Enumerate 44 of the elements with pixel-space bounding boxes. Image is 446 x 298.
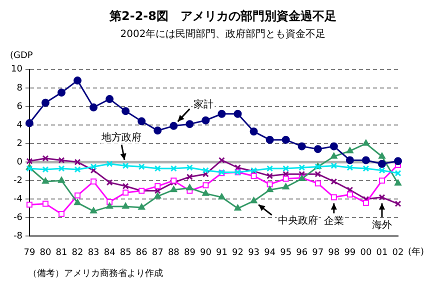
x-tick-label: 97 bbox=[312, 248, 324, 258]
x-tick-label: 81 bbox=[56, 248, 68, 258]
y-tick-label: -4 bbox=[13, 194, 23, 204]
y-tick-label: 8 bbox=[16, 83, 23, 94]
x-tick-label: 86 bbox=[136, 248, 148, 258]
chart-subtitle: 2002年には民間部門、政府部門とも資金不足 bbox=[119, 28, 327, 41]
x-tick-label: 91 bbox=[216, 248, 228, 258]
y-tick-label: -2 bbox=[13, 176, 22, 186]
x-tick-label: 92 bbox=[232, 248, 244, 258]
y-axis-title: (GDP bbox=[10, 51, 34, 61]
x-tick-label: 79 bbox=[24, 248, 36, 258]
y-tick-label: -8 bbox=[13, 232, 23, 242]
x-tick-label: 95 bbox=[280, 248, 292, 258]
x-tick-label: 99 bbox=[344, 248, 356, 258]
annotation: 企業 bbox=[324, 214, 344, 227]
x-tick-label: 85 bbox=[120, 248, 132, 258]
annotation: 海外 bbox=[372, 218, 392, 231]
x-tick-label: 90 bbox=[200, 248, 212, 258]
x-tick-label: 88 bbox=[168, 248, 180, 258]
y-tick-label: 6 bbox=[16, 102, 23, 112]
x-tick-label: 94 bbox=[264, 248, 276, 258]
y-tick-label: 0 bbox=[16, 157, 23, 168]
x-tick-label: 83 bbox=[88, 248, 100, 258]
x-tick-label: 00 bbox=[360, 248, 372, 258]
y-tick-label: -6 bbox=[13, 213, 23, 224]
x-tick-label: 93 bbox=[248, 248, 260, 258]
x-tick-label: 89 bbox=[184, 248, 196, 258]
annotation: 家計 bbox=[194, 98, 214, 111]
y-tick-label: 4 bbox=[16, 120, 23, 130]
x-tick-label: 82 bbox=[72, 248, 84, 258]
y-tick-label: 2 bbox=[16, 138, 22, 149]
text: （備考）アメリカ商務省より作成 bbox=[28, 268, 164, 280]
x-axis-title: (年) bbox=[408, 246, 424, 258]
x-tick-label: 87 bbox=[152, 248, 164, 258]
y-tick-label: 10 bbox=[11, 64, 23, 75]
x-tick-label: 01 bbox=[376, 248, 388, 258]
x-tick-label: 96 bbox=[296, 248, 308, 258]
annotation: 地方政府 bbox=[100, 131, 142, 144]
chart-title: 第2-2-8図 アメリカの部門別資金過不足 bbox=[108, 8, 338, 25]
annotation: 中央政府 bbox=[278, 214, 318, 227]
x-tick-label: 80 bbox=[40, 248, 52, 258]
x-tick-label: 02 bbox=[392, 248, 404, 258]
x-tick-label: 98 bbox=[328, 248, 340, 258]
x-tick-label: 84 bbox=[104, 248, 116, 258]
